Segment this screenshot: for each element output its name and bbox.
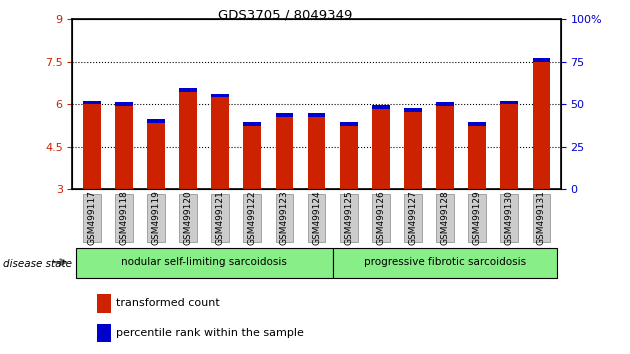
Bar (244, 126, 261, 189)
Bar (275, 194, 294, 242)
Text: percentile rank within the sample: percentile rank within the sample (117, 328, 304, 338)
Bar (180, 92, 197, 189)
Bar (532, 58, 550, 62)
Bar (97, 324, 110, 342)
Bar (468, 194, 486, 242)
Bar (340, 194, 358, 242)
Bar (212, 97, 229, 189)
Bar (147, 123, 165, 189)
Bar (333, 248, 558, 278)
Bar (500, 194, 518, 242)
Bar (307, 117, 326, 189)
Bar (115, 102, 133, 106)
Bar (307, 114, 326, 117)
Bar (83, 104, 101, 189)
Bar (372, 105, 389, 109)
Bar (180, 88, 197, 92)
Text: GSM499123: GSM499123 (280, 190, 289, 245)
Bar (244, 194, 261, 242)
Text: GSM499126: GSM499126 (376, 190, 386, 245)
Bar (115, 194, 133, 242)
Bar (180, 194, 197, 242)
Text: GSM499117: GSM499117 (87, 190, 96, 245)
Bar (468, 126, 486, 189)
Bar (83, 101, 101, 104)
Bar (76, 248, 333, 278)
Bar (244, 122, 261, 126)
Bar (532, 62, 550, 189)
Bar (147, 119, 165, 123)
Bar (340, 122, 358, 126)
Bar (436, 194, 454, 242)
Text: GSM499119: GSM499119 (151, 190, 161, 245)
Text: GSM499124: GSM499124 (312, 191, 321, 245)
Text: GSM499121: GSM499121 (215, 190, 225, 245)
Bar (500, 101, 518, 104)
Bar (404, 108, 421, 112)
Bar (147, 194, 165, 242)
Text: transformed count: transformed count (117, 298, 220, 308)
Bar (97, 294, 110, 313)
Bar (404, 112, 421, 189)
Bar (436, 106, 454, 189)
Bar (404, 194, 421, 242)
Bar (372, 109, 389, 189)
Bar (532, 194, 550, 242)
Bar (115, 106, 133, 189)
Text: nodular self-limiting sarcoidosis: nodular self-limiting sarcoidosis (121, 257, 287, 267)
Text: GSM499125: GSM499125 (344, 190, 353, 245)
Text: GSM499131: GSM499131 (537, 190, 546, 245)
Bar (500, 104, 518, 189)
Bar (372, 194, 389, 242)
Text: disease state: disease state (3, 259, 72, 269)
Text: GSM499129: GSM499129 (472, 190, 482, 245)
Bar (340, 126, 358, 189)
Text: GSM499128: GSM499128 (440, 190, 450, 245)
Text: progressive fibrotic sarcoidosis: progressive fibrotic sarcoidosis (364, 257, 526, 267)
Text: GSM499120: GSM499120 (183, 190, 193, 245)
Bar (468, 122, 486, 126)
Text: GDS3705 / 8049349: GDS3705 / 8049349 (218, 9, 352, 22)
Text: GSM499130: GSM499130 (505, 190, 514, 245)
Bar (212, 194, 229, 242)
Text: GSM499122: GSM499122 (248, 191, 257, 245)
Bar (436, 102, 454, 106)
Text: GSM499118: GSM499118 (119, 190, 129, 245)
Bar (83, 194, 101, 242)
Bar (212, 94, 229, 97)
Bar (275, 117, 294, 189)
Bar (275, 114, 294, 117)
Bar (307, 194, 326, 242)
Text: GSM499127: GSM499127 (408, 190, 418, 245)
